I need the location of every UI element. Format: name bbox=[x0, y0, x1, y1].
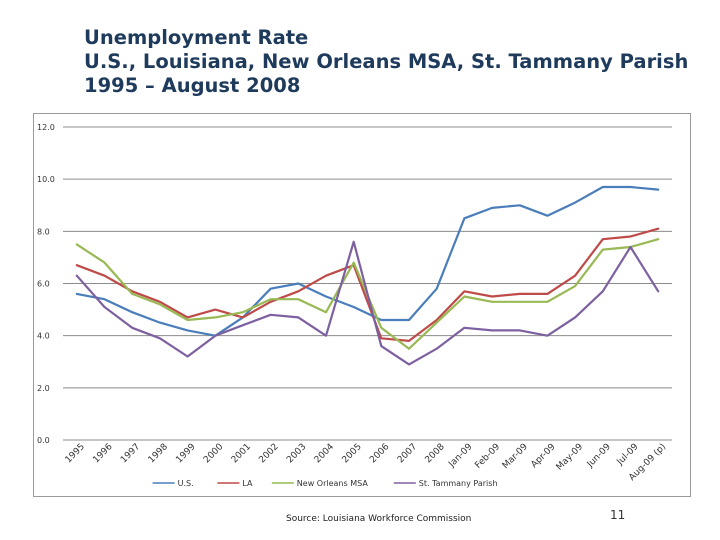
x-tick-label: 1998 bbox=[147, 442, 170, 465]
slide-title-line-3: 1995 – August 2008 bbox=[84, 74, 301, 97]
y-tick-label: 0.0 bbox=[37, 436, 50, 445]
x-tick-label: 2004 bbox=[313, 442, 336, 465]
source-note: Source: Louisiana Workforce Commission bbox=[286, 514, 472, 524]
x-tick-label: 1999 bbox=[174, 442, 197, 465]
chart-frame: 0.0 2.0 4.0 6.0 8.0 10.0 12.0 1995 1996 1997 1998 1… bbox=[33, 113, 691, 497]
legend-label: LA bbox=[242, 479, 253, 488]
x-tick-label: May-09 bbox=[555, 442, 586, 473]
y-tick-label: 6.0 bbox=[37, 280, 50, 289]
page-number: 11 bbox=[610, 508, 626, 522]
x-tick-label: 1997 bbox=[119, 442, 142, 465]
x-tick-label: 2006 bbox=[368, 442, 391, 465]
y-tick-label: 2.0 bbox=[37, 384, 50, 393]
x-tick-label: Jul-09 bbox=[615, 442, 641, 468]
x-tick-label: Mar-09 bbox=[501, 442, 530, 471]
unemployment-line-chart: 0.0 2.0 4.0 6.0 8.0 10.0 12.0 1995 1996 1997 1998 1… bbox=[37, 123, 672, 488]
x-tick-label: Jan-09 bbox=[447, 442, 475, 470]
x-tick-label: 1995 bbox=[64, 442, 87, 465]
x-tick-label: 2005 bbox=[341, 442, 364, 465]
series-line bbox=[75, 227, 660, 342]
slide-title-line-1: Unemployment Rate bbox=[84, 26, 309, 49]
legend-label: U.S. bbox=[178, 479, 194, 488]
x-tick-label: Feb-09 bbox=[473, 442, 502, 471]
slide-title: Unemployment Rate U.S., Louisiana, New O… bbox=[84, 26, 688, 98]
x-tick-label: 2001 bbox=[230, 442, 253, 465]
y-tick-label: 12.0 bbox=[37, 123, 55, 132]
y-tick-label: 10.0 bbox=[37, 175, 55, 184]
legend-label: St. Tammany Parish bbox=[419, 479, 498, 488]
slide-title-line-2: U.S., Louisiana, New Orleans MSA, St. Ta… bbox=[84, 50, 689, 73]
x-tick-label: 2003 bbox=[285, 442, 308, 465]
x-tick-label: Apr-09 bbox=[529, 442, 557, 470]
x-tick-label: 2007 bbox=[396, 442, 419, 465]
x-tick-label: 2008 bbox=[424, 442, 447, 465]
y-tick-label: 8.0 bbox=[37, 227, 50, 236]
y-tick-label: 4.0 bbox=[37, 332, 50, 341]
series-line bbox=[75, 240, 660, 366]
x-tick-label: 2002 bbox=[257, 442, 280, 465]
legend-label: New Orleans MSA bbox=[297, 479, 369, 488]
series-line bbox=[75, 185, 660, 337]
x-tick-label: 2000 bbox=[202, 442, 225, 465]
x-tick-label: Jun-09 bbox=[585, 442, 613, 470]
x-tick-label: 1996 bbox=[91, 442, 114, 465]
